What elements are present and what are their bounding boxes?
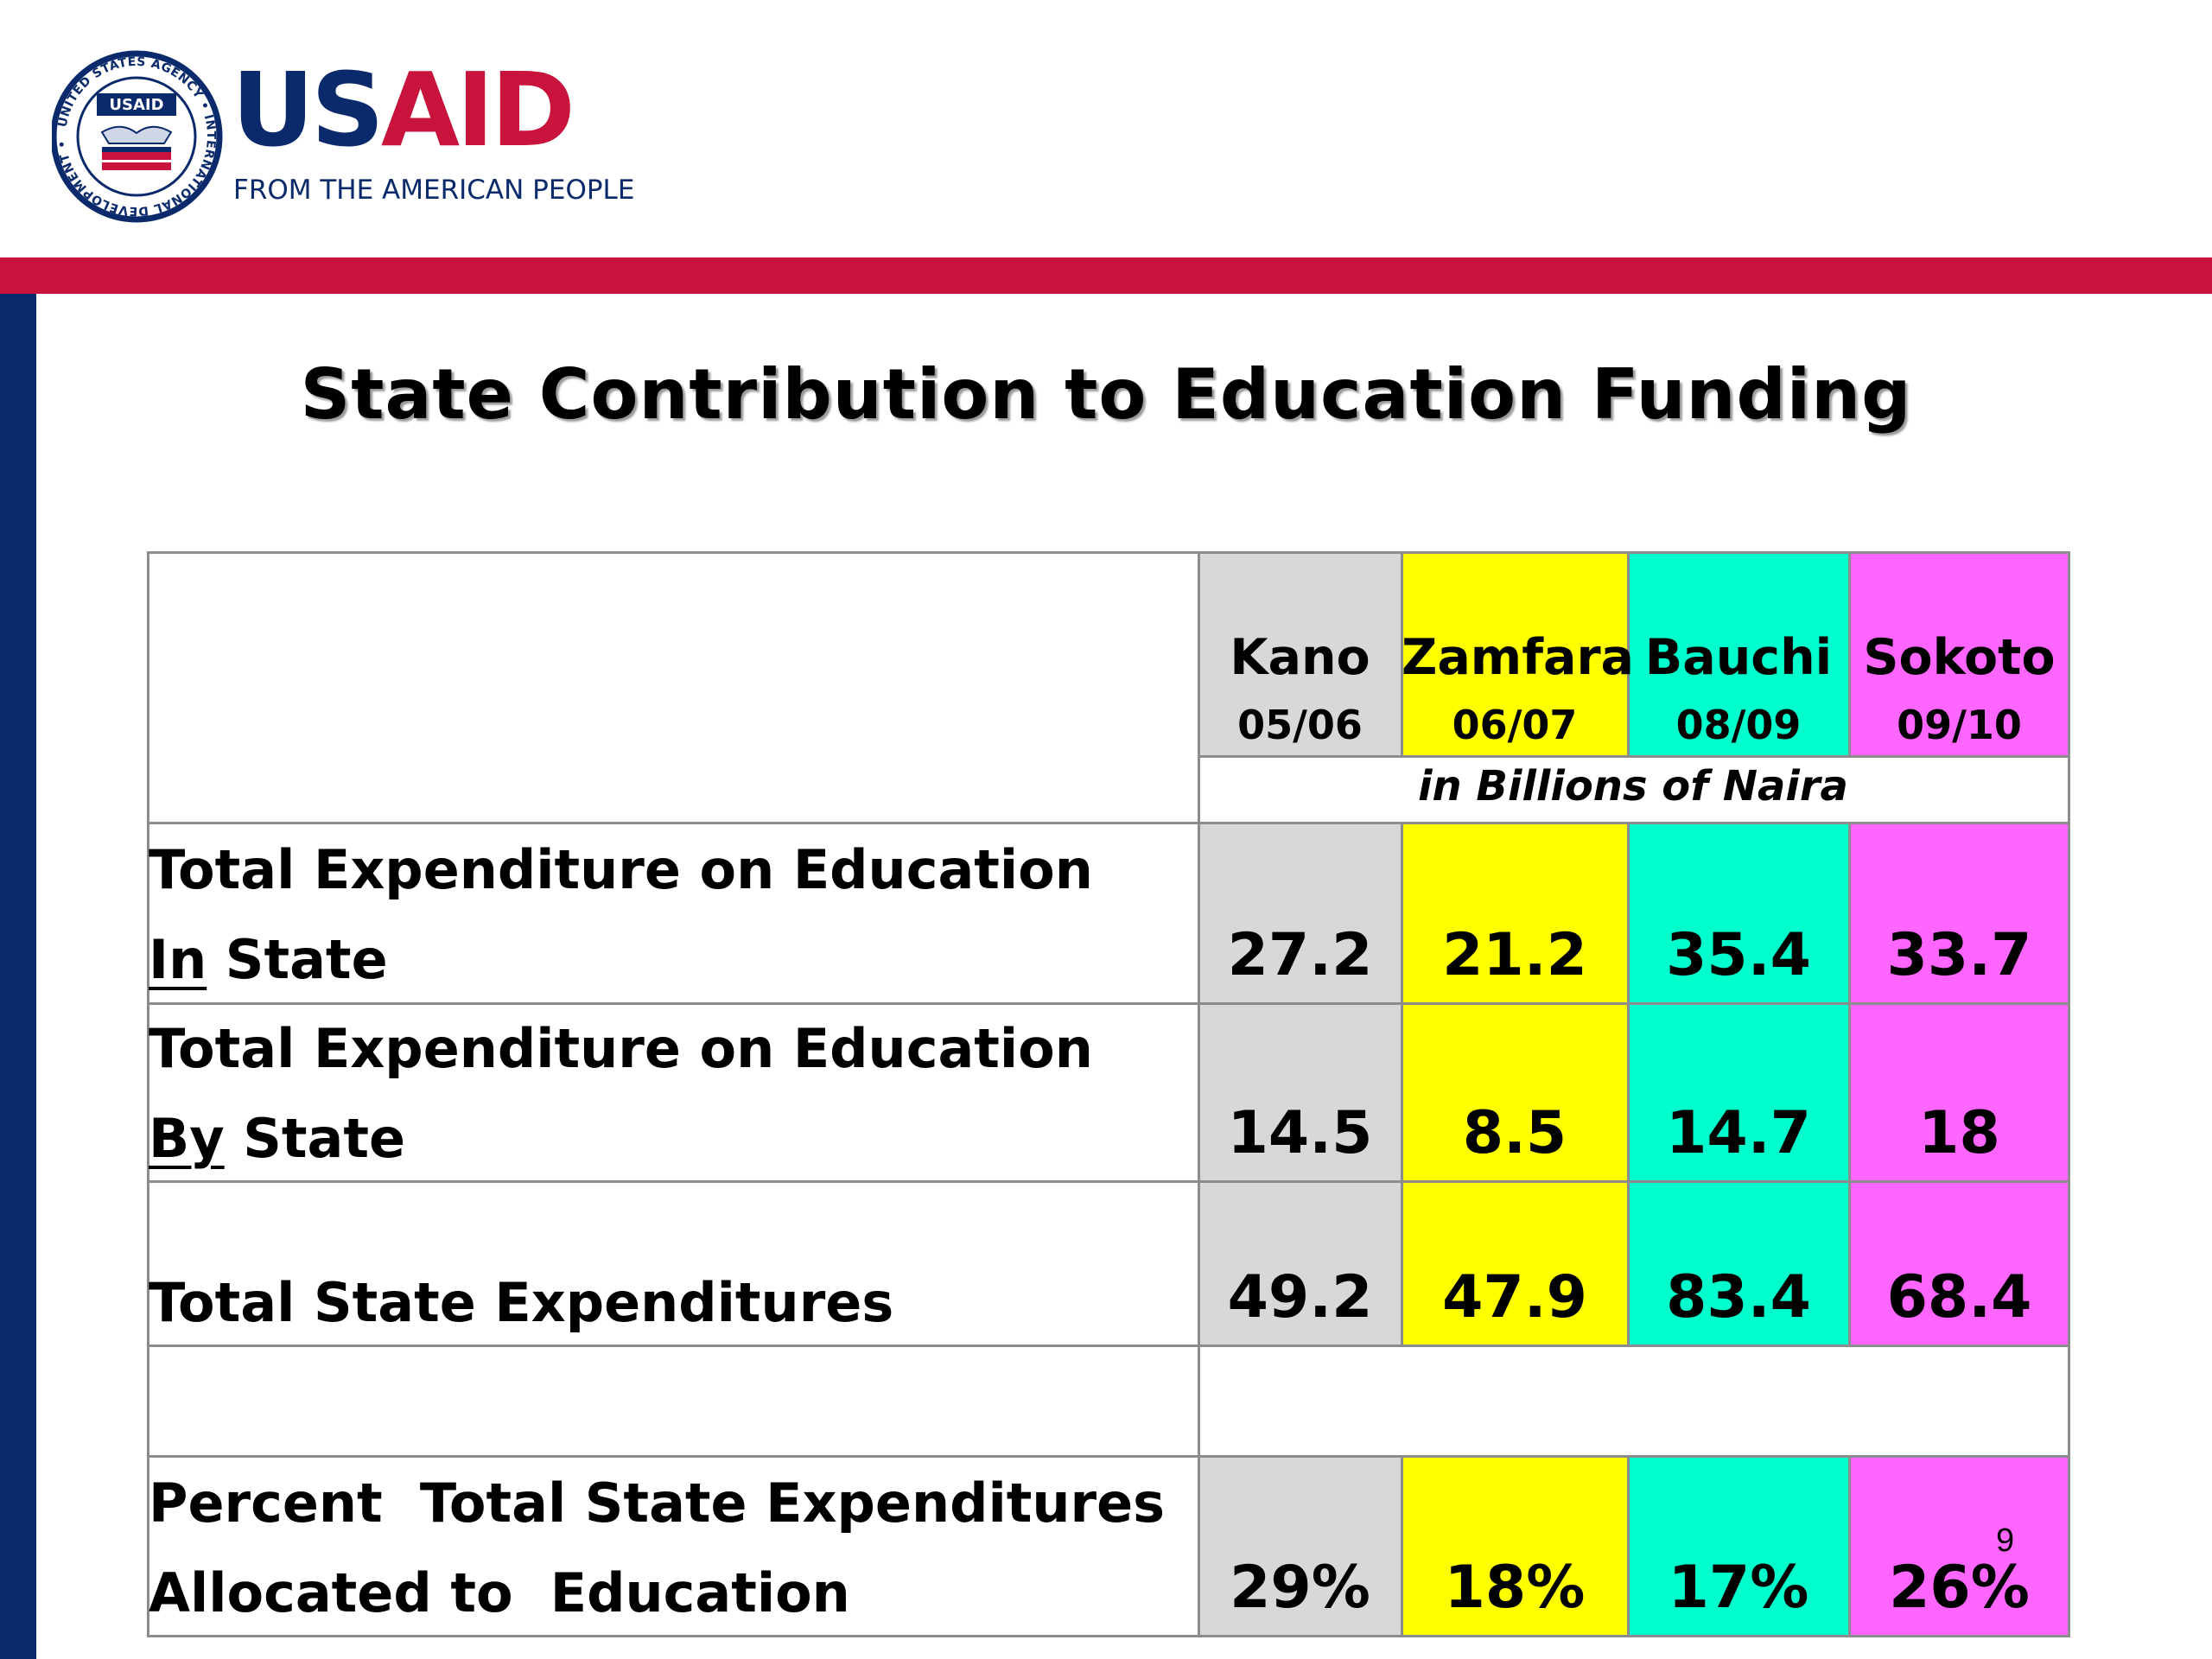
table-divider (1401, 822, 1403, 1345)
table-divider (1627, 551, 1630, 756)
cell-value: 29% (1230, 1554, 1370, 1622)
cell-value: 49.2 (1227, 1263, 1373, 1332)
cell-value: 17% (1668, 1554, 1809, 1622)
svg-text:USAID: USAID (232, 50, 572, 169)
table-divider (1401, 551, 1403, 756)
table-divider (1848, 551, 1851, 756)
table-border-bottom (147, 1635, 2069, 1637)
column-zamfara-header (1402, 553, 1628, 756)
cell-value: 33.7 (1886, 921, 2032, 989)
table-divider (147, 1344, 2069, 1347)
column-kano-header (1198, 553, 1402, 756)
cell-value: 18% (1444, 1554, 1586, 1622)
cell-value: 18 (1918, 1099, 2000, 1167)
row-label-line: In State (149, 915, 1203, 1005)
row-label-line: By State (149, 1094, 1203, 1184)
column-bauchi-body (1628, 823, 1849, 1345)
state-name: Sokoto (1863, 629, 2056, 686)
row-label-expenditure-by-state: Total Expenditure on Education By State (149, 1004, 1203, 1184)
table-border-top (147, 551, 2069, 554)
cell-value: 47.9 (1442, 1263, 1587, 1332)
cell-value: 8.5 (1462, 1099, 1567, 1167)
table-divider (1627, 1455, 1630, 1637)
column-sokoto-header (1849, 553, 2069, 756)
state-name: Kano (1230, 629, 1370, 686)
table-divider (147, 822, 2069, 824)
slide-title: State Contribution to Education Funding (300, 354, 1912, 435)
row-label-line: Total Expenditure on Education (149, 1017, 1093, 1080)
underlined-word: In (149, 928, 207, 991)
table-border-right (2068, 551, 2070, 1637)
cell-value: 27.2 (1227, 921, 1373, 989)
column-zamfara-percent (1402, 1456, 1628, 1637)
row-label-total-state-expenditures: Total State Expenditures (149, 1258, 1203, 1348)
column-sokoto-body (1849, 823, 2069, 1345)
row-label-rest: State (207, 928, 388, 991)
table-divider (1198, 551, 1200, 1637)
column-bauchi-percent (1628, 1456, 1849, 1637)
usaid-seal: UNITED STATES AGENCY • INTERNATIONAL DEV… (52, 50, 223, 223)
table-divider (147, 1455, 2069, 1458)
row-label-percent-allocated: Percent Total State Expenditures Allocat… (149, 1459, 1203, 1638)
table-divider (147, 1180, 2069, 1183)
fiscal-year: 08/09 (1675, 702, 1802, 748)
row-label-rest: State (224, 1107, 406, 1170)
row-label-line: Total Expenditure on Education (149, 838, 1093, 901)
column-sokoto-percent (1849, 1456, 2069, 1637)
row-label-line: Allocated to Education (149, 1561, 850, 1624)
column-kano-percent (1198, 1456, 1402, 1637)
header-band (0, 257, 2212, 294)
row-label-line: Percent Total State Expenditures (149, 1471, 1166, 1535)
table-border-left (147, 551, 149, 1637)
column-kano-body (1198, 823, 1402, 1345)
fiscal-year: 05/06 (1237, 702, 1363, 748)
table-divider (1401, 1455, 1403, 1637)
row-label-line: Total State Expenditures (149, 1271, 894, 1334)
cell-value: 35.4 (1666, 921, 1811, 989)
cell-value: 83.4 (1666, 1263, 1811, 1332)
fiscal-year: 06/07 (1452, 702, 1578, 748)
page-number: 9 (1996, 1522, 2015, 1559)
table-divider (1848, 1455, 1851, 1637)
table-divider (1198, 755, 2069, 758)
unit-note: in Billions of Naira (1418, 762, 1848, 810)
cell-value: 14.7 (1666, 1099, 1811, 1167)
fiscal-year: 09/10 (1897, 702, 2022, 748)
usaid-logo: UNITED STATES AGENCY • INTERNATIONAL DEV… (52, 50, 634, 223)
row-label-expenditure-in-state: Total Expenditure on Education In State (149, 825, 1203, 1005)
svg-text:USAID: USAID (109, 96, 163, 114)
side-accent-bar (0, 294, 36, 1659)
table-divider (1848, 822, 1851, 1345)
cell-value: 68.4 (1886, 1263, 2032, 1332)
svg-text:FROM THE AMERICAN PEOPLE: FROM THE AMERICAN PEOPLE (233, 175, 634, 206)
cell-value: 14.5 (1227, 1099, 1373, 1167)
state-name: Bauchi (1644, 629, 1833, 686)
table-divider (147, 1002, 2069, 1005)
cell-value: 21.2 (1442, 921, 1587, 989)
table-divider (1627, 822, 1630, 1345)
underlined-word: By (149, 1107, 225, 1170)
column-bauchi-header (1628, 553, 1849, 756)
column-zamfara-body (1402, 823, 1628, 1345)
state-name: Zamfara (1402, 629, 1635, 686)
cell-value: 26% (1889, 1554, 2030, 1622)
